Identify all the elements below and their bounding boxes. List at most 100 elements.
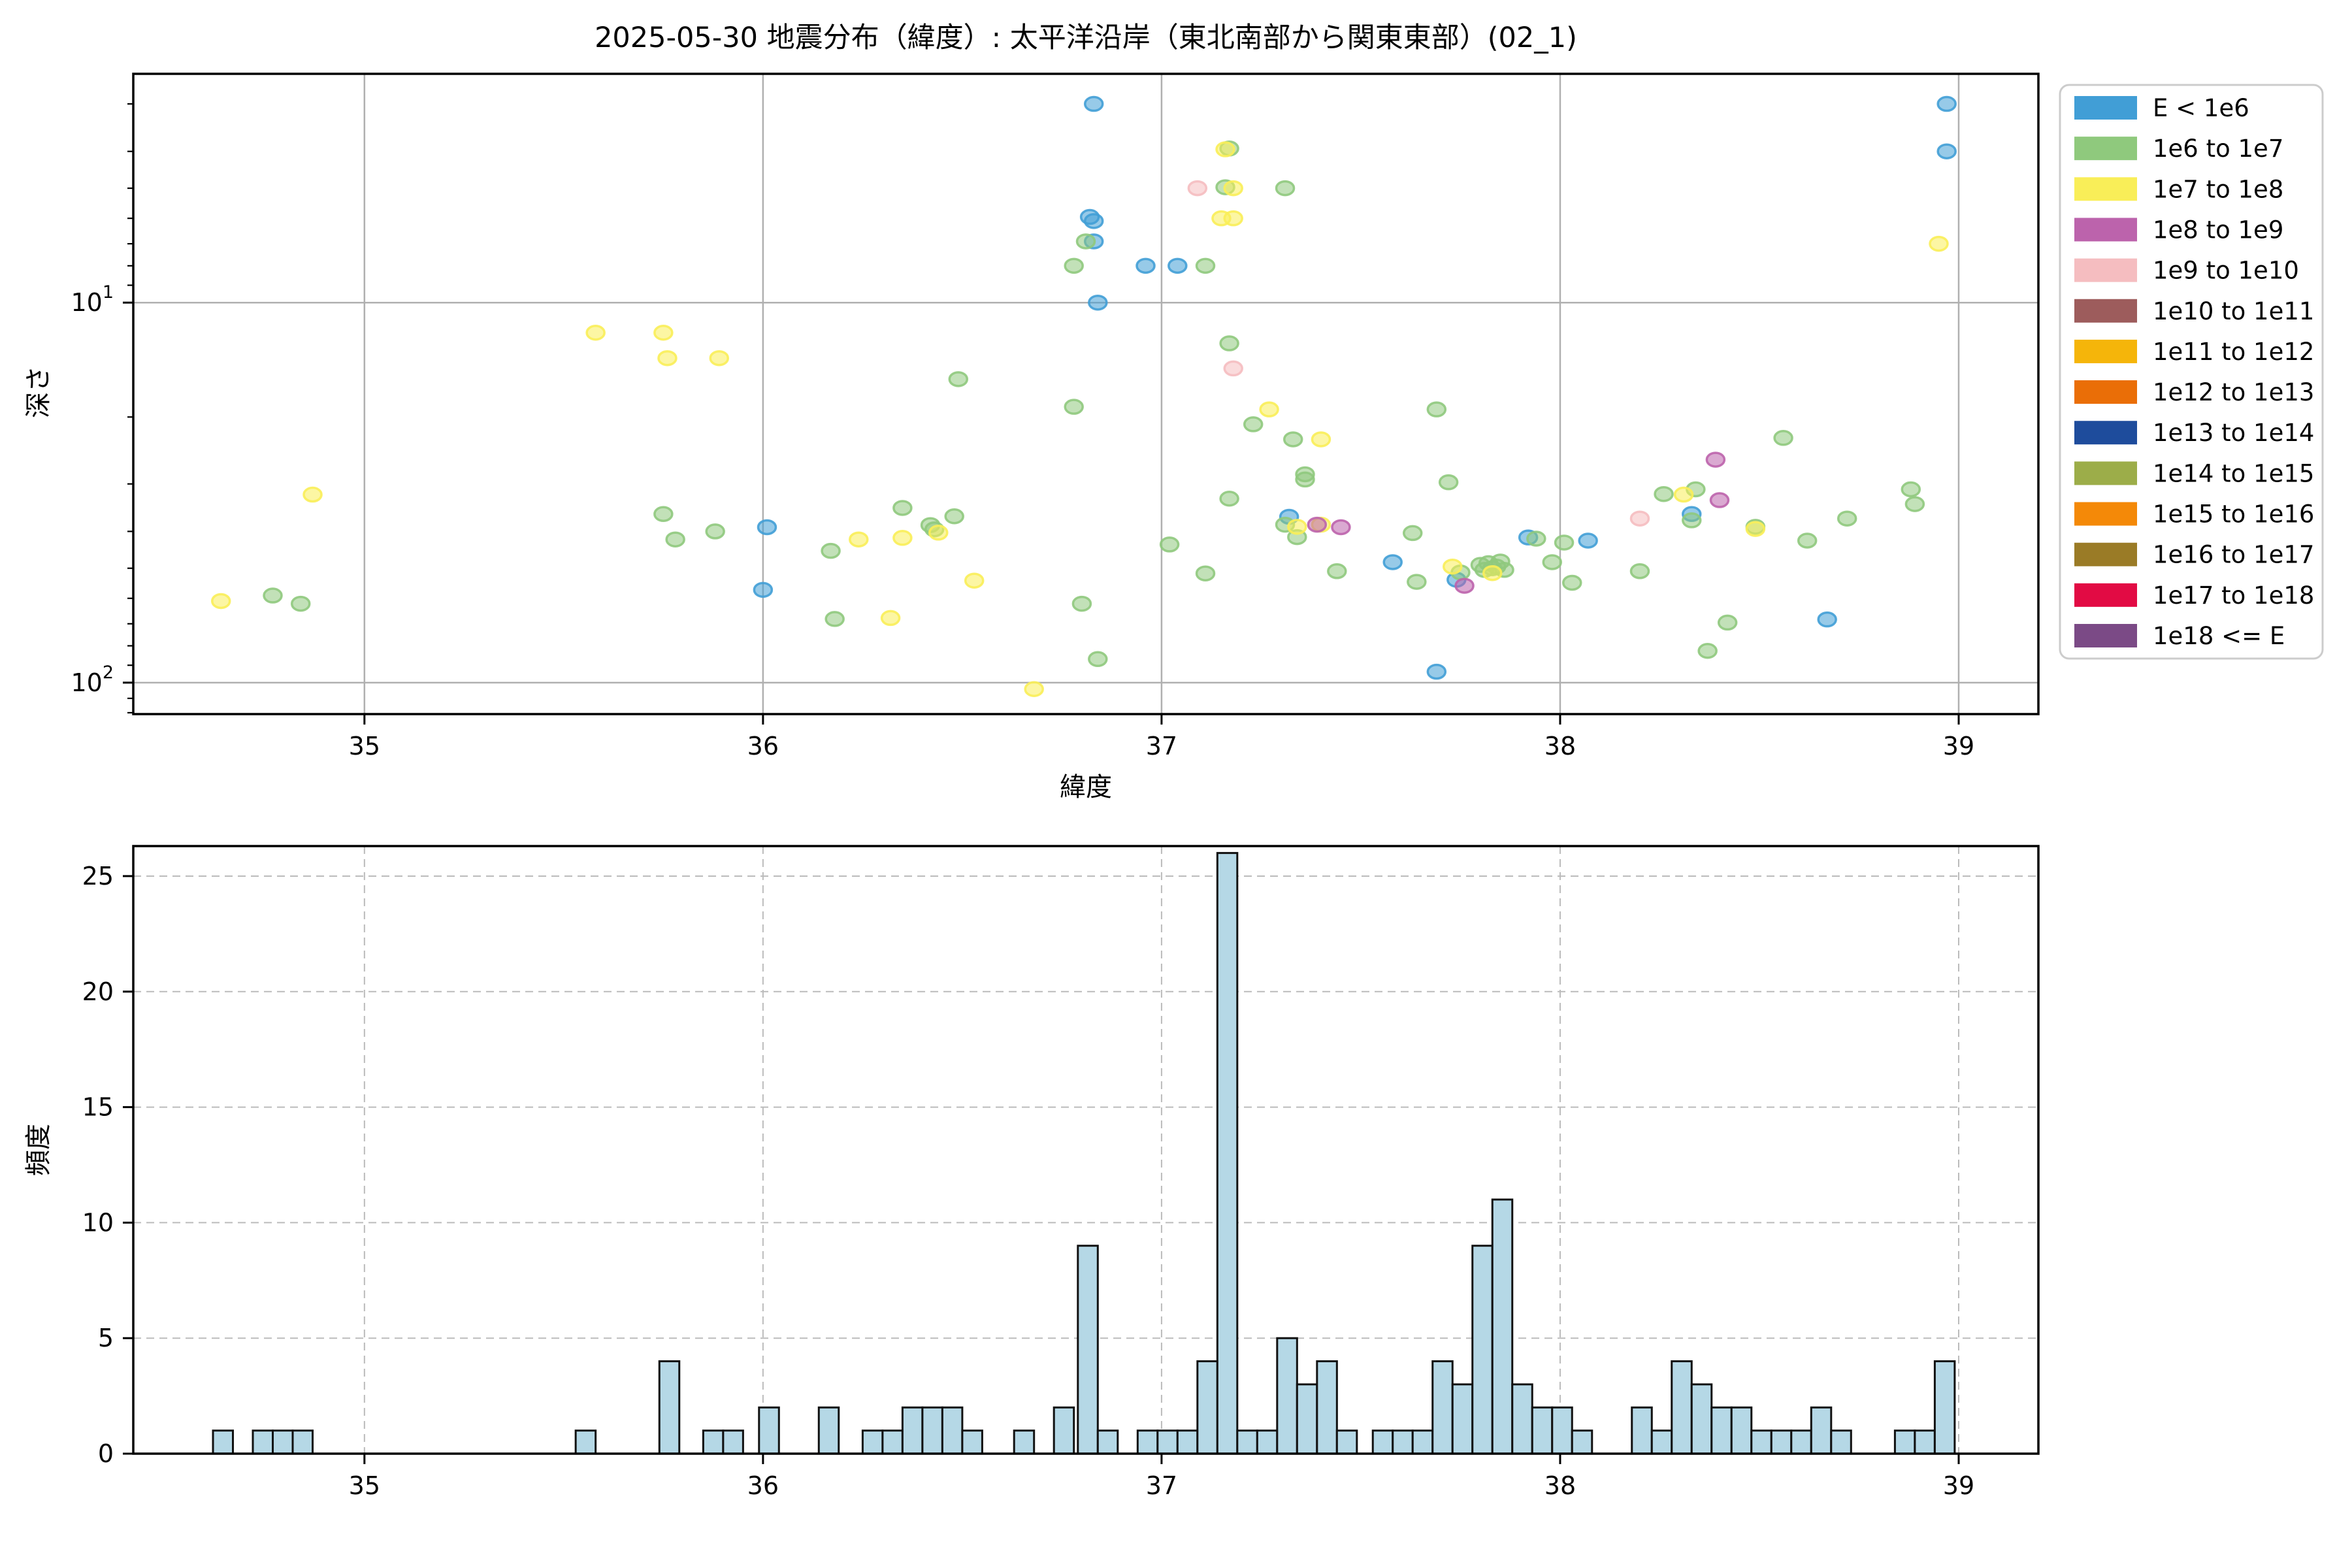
scatter-point	[1482, 564, 1503, 581]
bottom-x-tick-label: 39	[1943, 1471, 1974, 1500]
histogram-bar	[1914, 1429, 1936, 1455]
scatter-point	[709, 350, 730, 367]
scatter-point	[1697, 643, 1718, 659]
scatter-point	[1526, 531, 1546, 547]
scatter-point	[964, 572, 985, 589]
scatter-point	[1904, 496, 1925, 512]
scatter-point	[892, 530, 913, 546]
bottom-x-tick-label: 38	[1544, 1471, 1576, 1500]
histogram-bar	[1750, 1429, 1772, 1455]
top-y-tick-label: 101	[71, 282, 114, 317]
scatter-point	[1654, 485, 1674, 502]
scatter-point	[1745, 521, 1766, 537]
histogram-bar	[1136, 1429, 1159, 1455]
histogram-bar	[1790, 1429, 1812, 1455]
scatter-point	[1929, 235, 1949, 252]
legend-label: 1e11 to 1e12	[2153, 338, 2314, 366]
legend-label: 1e16 to 1e17	[2153, 541, 2314, 569]
scatter-point	[1629, 510, 1650, 527]
scatter-point	[1295, 471, 1315, 488]
scatter-point	[1331, 519, 1351, 536]
scatter-point	[1426, 401, 1447, 417]
histogram-bar	[722, 1429, 744, 1455]
scatter-point	[1673, 486, 1694, 503]
scatter-point	[1223, 360, 1243, 377]
histogram-bar	[1810, 1406, 1833, 1455]
scatter-point	[1187, 180, 1208, 197]
histogram-bar	[1551, 1406, 1573, 1455]
scatter-point	[1311, 431, 1331, 448]
legend-label: 1e7 to 1e8	[2153, 175, 2283, 203]
legend-swatch	[2074, 137, 2137, 161]
scatter-point	[1219, 491, 1239, 507]
histogram-bar	[1511, 1383, 1533, 1455]
scatter-point	[757, 519, 777, 536]
histogram-bar	[1077, 1245, 1099, 1455]
histogram-bar	[1156, 1429, 1179, 1455]
scatter-point	[1219, 335, 1239, 351]
top-x-tick-label: 35	[349, 732, 380, 760]
legend-label: 1e14 to 1e15	[2153, 459, 2314, 487]
histogram-bar	[702, 1429, 725, 1455]
histogram-bar	[1196, 1360, 1218, 1455]
scatter-point	[1307, 516, 1328, 533]
legend-swatch	[2074, 299, 2137, 323]
histogram-bar	[291, 1429, 314, 1455]
bottom-plot-spine	[132, 845, 2040, 1455]
histogram-bar	[272, 1429, 294, 1455]
scatter-point	[705, 523, 725, 540]
scatter-point	[1195, 565, 1216, 581]
legend-label: E < 1e6	[2153, 94, 2249, 122]
bottom-y-tick-label: 15	[82, 1093, 114, 1122]
legend-label: 1e13 to 1e14	[2153, 419, 2314, 447]
histogram-bar	[1236, 1429, 1258, 1455]
top-xaxis-label: 緯度	[1060, 772, 1112, 802]
scatter-point	[657, 350, 678, 367]
bottom-x-tick-label: 36	[747, 1471, 779, 1500]
scatter-point	[302, 486, 323, 503]
scatter-point	[1024, 681, 1044, 698]
histogram-bar	[1730, 1406, 1753, 1455]
histogram-bar	[212, 1429, 235, 1455]
scatter-point	[1159, 536, 1180, 553]
histogram-bar	[758, 1406, 780, 1455]
histogram-bar	[1316, 1360, 1338, 1455]
histogram-bar	[817, 1406, 840, 1455]
scatter-point	[1064, 399, 1084, 415]
bottom-plot-gridlines	[133, 846, 2038, 1454]
legend-swatch	[2074, 624, 2137, 647]
scatter-point	[1438, 474, 1459, 491]
histogram-bar	[1893, 1429, 1916, 1455]
scatter-point	[1682, 512, 1702, 529]
histogram-bar	[1335, 1429, 1358, 1455]
bottom-y-tick-label: 25	[82, 862, 114, 890]
scatter-point	[1454, 578, 1475, 594]
histogram-bar	[574, 1429, 597, 1455]
histogram-bar	[1256, 1429, 1279, 1455]
histogram-bar	[1830, 1429, 1852, 1455]
histogram-bar	[921, 1406, 943, 1455]
histogram-bar	[1451, 1383, 1474, 1455]
scatter-point	[1223, 180, 1243, 197]
scatter-point	[585, 324, 606, 341]
scatter-point	[1088, 294, 1108, 311]
bottom-y-tick-label: 10	[82, 1208, 114, 1237]
histogram-bar	[658, 1360, 681, 1455]
scatter-point	[653, 324, 674, 341]
histogram-bar	[1431, 1360, 1454, 1455]
histogram-bar	[901, 1406, 924, 1455]
scatter-point	[928, 525, 949, 541]
histogram-bar	[1276, 1337, 1298, 1455]
scatter-point	[1426, 663, 1447, 680]
legend-swatch	[2074, 258, 2137, 282]
scatter-point	[1817, 611, 1837, 628]
legend-label: 1e9 to 1e10	[2153, 257, 2299, 285]
legend-swatch	[2074, 421, 2137, 445]
histogram-bar	[861, 1429, 884, 1455]
scatter-point	[1223, 210, 1243, 227]
bottom-yaxis-label: 頻度	[24, 1124, 54, 1176]
legend-swatch	[2074, 583, 2137, 607]
legend-label: 1e18 <= E	[2153, 622, 2285, 650]
scatter-point	[1709, 492, 1730, 508]
top-x-tick-label: 37	[1146, 732, 1177, 760]
